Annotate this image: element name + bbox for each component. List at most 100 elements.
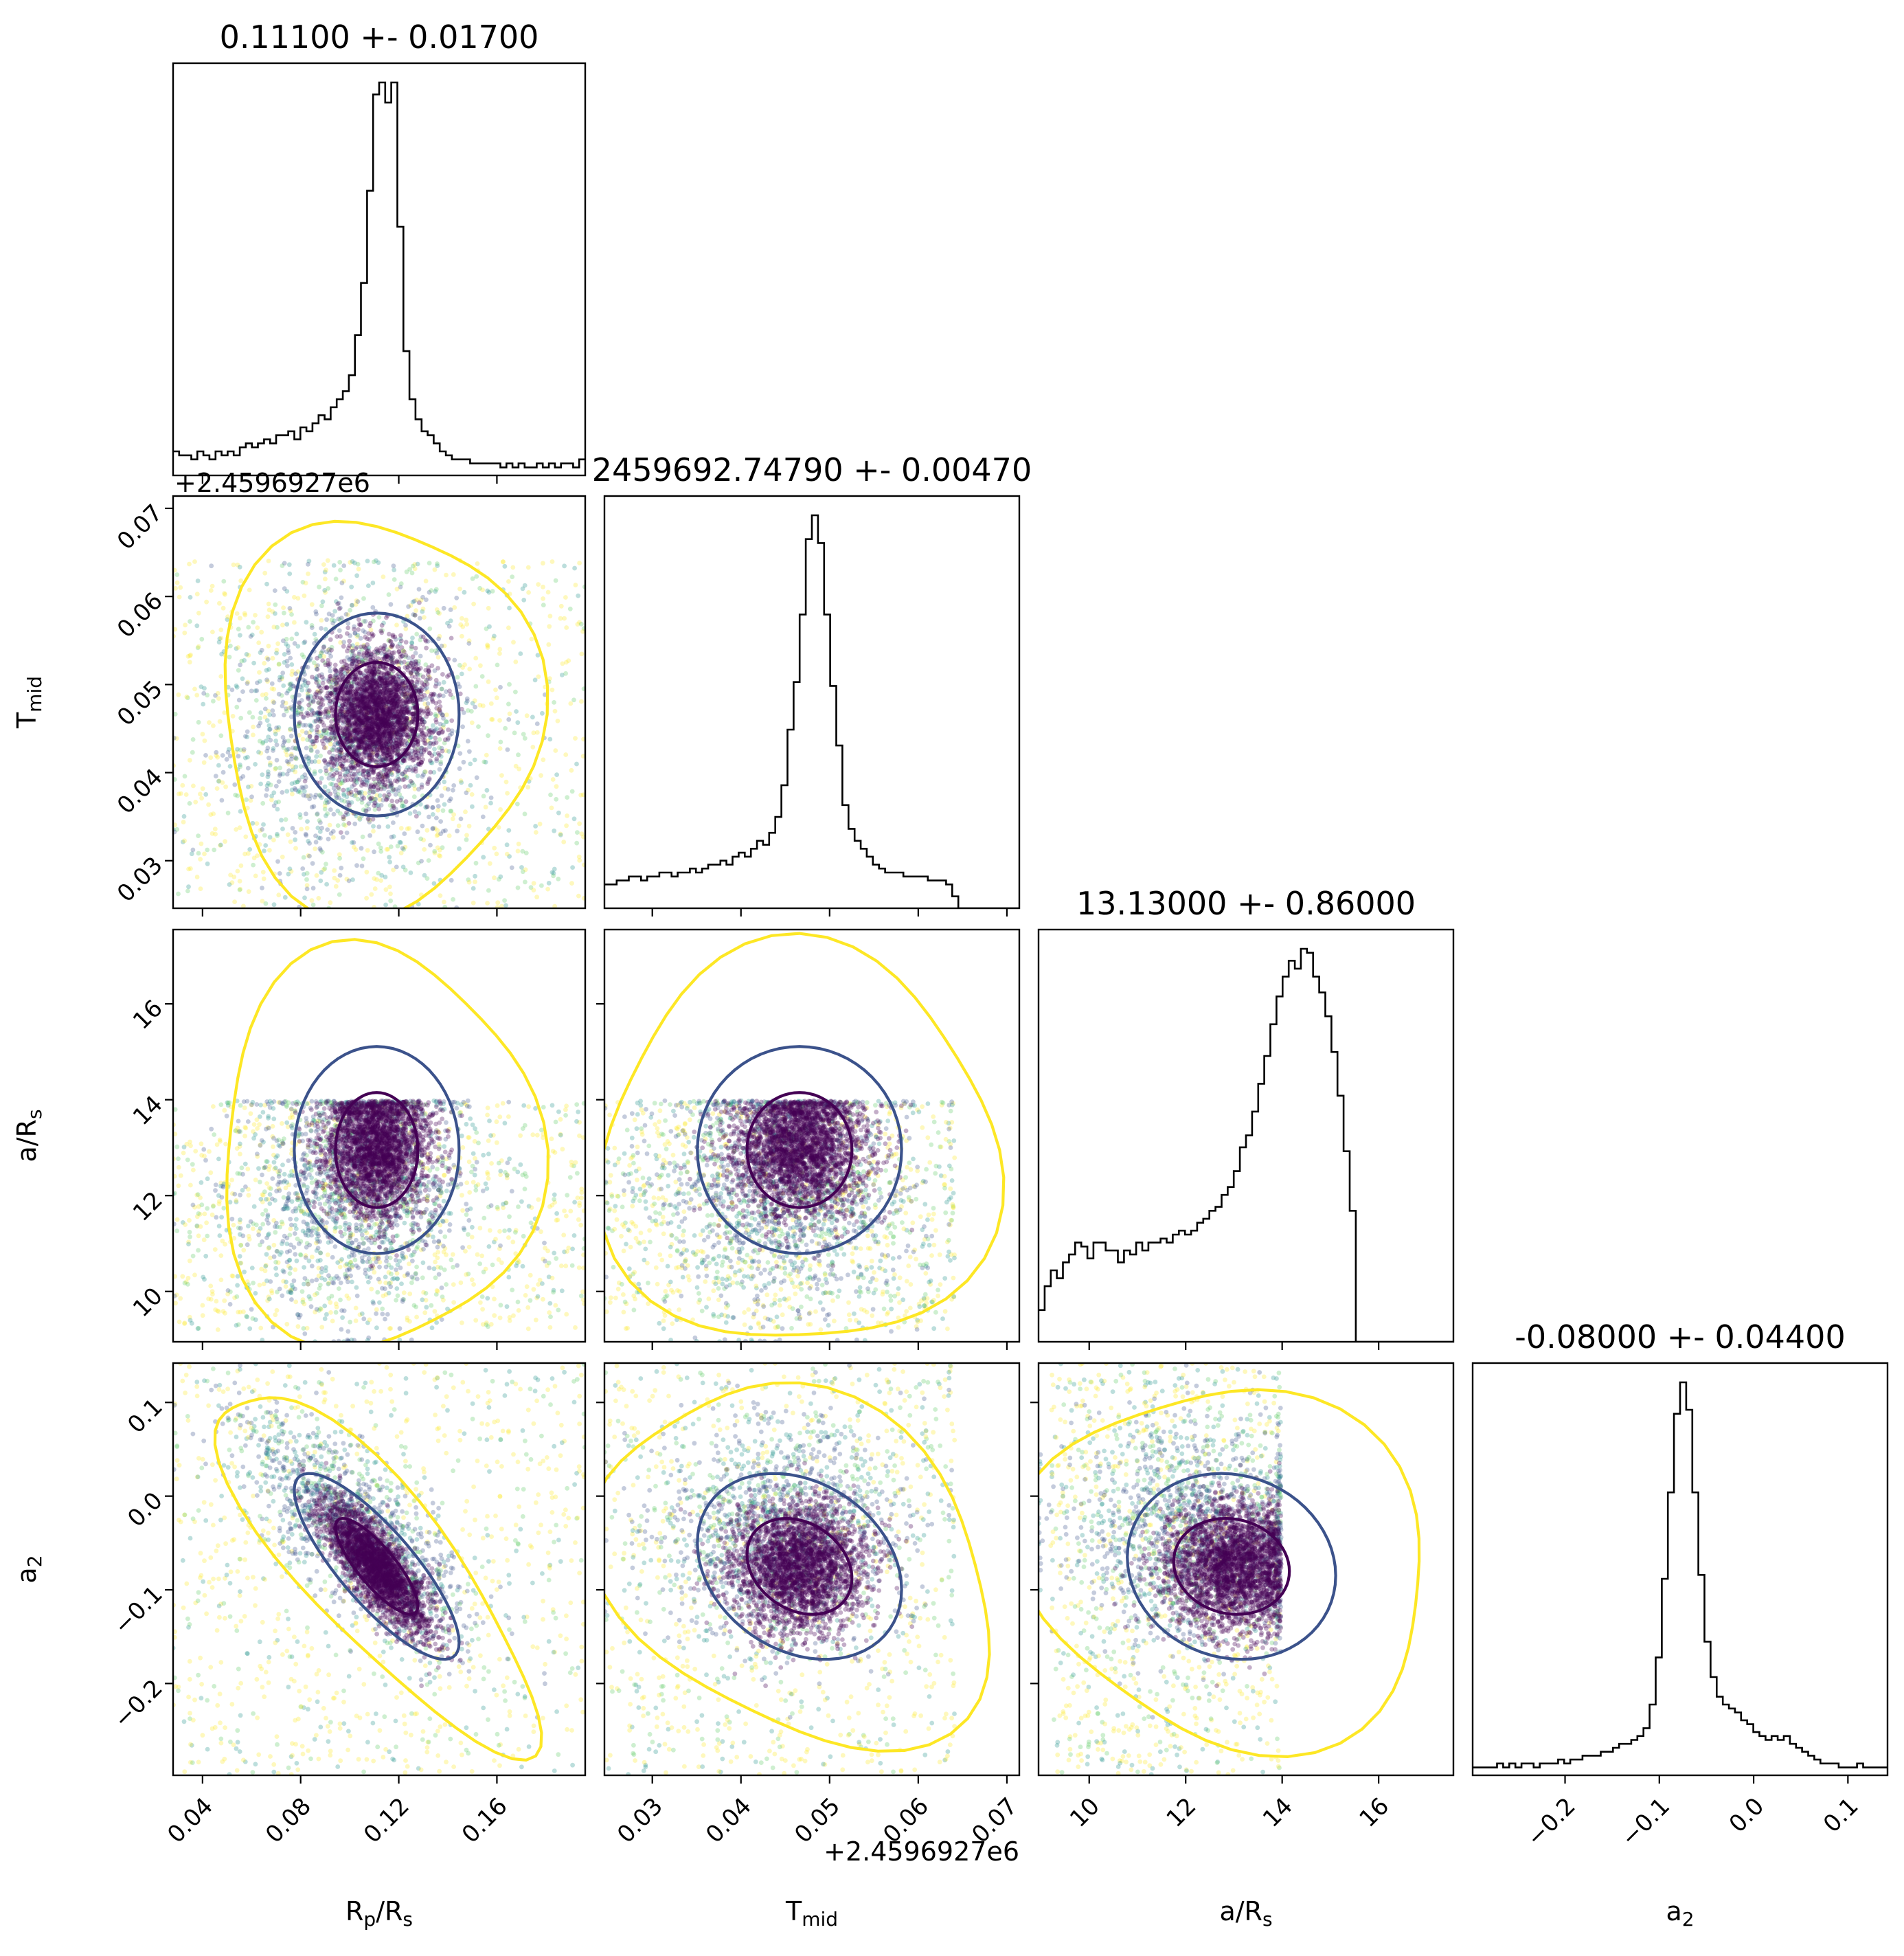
- scatter-point: [324, 737, 329, 743]
- scatter-point: [485, 642, 490, 648]
- scatter-point: [303, 776, 308, 781]
- scatter-point: [370, 674, 375, 679]
- scatter-point: [354, 720, 359, 726]
- scatter-point: [411, 711, 416, 717]
- scatter-point: [343, 774, 348, 778]
- scatter-point: [387, 742, 393, 747]
- scatter-point: [412, 712, 418, 717]
- scatter-point: [302, 640, 306, 646]
- scatter-point: [436, 693, 441, 699]
- scatter-point: [347, 800, 352, 806]
- scatter-point: [326, 696, 332, 701]
- scatter-point: [571, 816, 577, 822]
- scatter-point: [547, 614, 553, 619]
- scatter-point: [448, 607, 453, 612]
- scatter-point: [384, 697, 389, 702]
- scatter-point: [365, 647, 370, 652]
- scatter-point: [341, 698, 347, 704]
- scatter-point: [394, 699, 400, 704]
- scatter-point: [328, 699, 333, 704]
- scatter-point: [385, 697, 390, 702]
- scatter-point: [391, 787, 396, 792]
- scatter-point: [299, 774, 305, 780]
- scatter-point: [304, 794, 309, 798]
- scatter-point: [345, 688, 351, 693]
- scatter-point: [435, 655, 441, 660]
- scatter-point: [251, 724, 256, 730]
- scatter-point: [307, 734, 313, 739]
- scatter-point: [352, 736, 358, 741]
- scatter-point: [438, 761, 444, 767]
- scatter-point: [426, 858, 431, 863]
- scatter-point: [381, 647, 385, 651]
- scatter-point: [493, 687, 498, 693]
- scatter-point: [307, 730, 313, 735]
- scatter-point: [368, 684, 374, 689]
- scatter-point: [419, 760, 424, 765]
- scatter-point: [409, 694, 414, 699]
- scatter-point: [236, 668, 241, 673]
- scatter-point: [495, 900, 501, 906]
- scatter-point: [364, 895, 369, 901]
- scatter-point: [367, 820, 372, 824]
- scatter-point: [326, 586, 331, 591]
- scatter-point: [398, 711, 403, 717]
- scatter-point: [220, 605, 226, 611]
- scatter-point: [412, 809, 418, 814]
- scatter-point: [369, 892, 374, 897]
- scatter-point: [376, 560, 381, 565]
- scatter-point: [435, 807, 441, 813]
- scatter-point: [369, 651, 374, 657]
- scatter-point: [364, 689, 370, 694]
- scatter-point: [384, 756, 389, 762]
- scatter-point: [459, 780, 464, 785]
- scatter-point: [393, 707, 398, 712]
- scatter-point: [321, 644, 326, 650]
- scatter-point: [405, 682, 410, 688]
- scatter-point: [383, 875, 388, 879]
- scatter-point: [328, 736, 333, 741]
- scatter-point: [277, 773, 282, 778]
- scatter-point: [366, 705, 372, 710]
- scatter-point: [314, 666, 319, 672]
- scatter-point: [277, 675, 282, 680]
- scatter-point: [343, 823, 348, 828]
- scatter-point: [315, 688, 321, 694]
- scatter-point: [384, 735, 389, 741]
- scatter-point: [411, 598, 417, 604]
- scatter-point: [344, 830, 350, 835]
- scatter-point: [412, 613, 418, 618]
- scatter-point: [350, 708, 355, 712]
- scatter-point: [332, 666, 337, 672]
- scatter-point: [338, 710, 343, 715]
- scatter-point: [337, 628, 342, 633]
- scatter-point: [194, 693, 200, 698]
- scatter-point: [267, 727, 272, 732]
- scatter-point: [273, 602, 278, 607]
- scatter-point: [363, 746, 369, 752]
- scatter-point: [499, 773, 504, 778]
- scatter-point: [379, 774, 385, 779]
- scatter-point: [264, 739, 269, 743]
- scatter-point: [410, 654, 416, 660]
- scatter-point: [378, 701, 383, 706]
- scatter-point: [352, 772, 357, 777]
- scatter-point: [506, 1235, 511, 1240]
- scatter-point: [412, 787, 418, 791]
- scatter-point: [473, 655, 479, 661]
- scatter-point: [384, 709, 389, 714]
- scatter-point: [251, 732, 256, 738]
- scatter-point: [378, 848, 384, 854]
- scatter-point: [402, 689, 407, 694]
- scatter-point: [561, 840, 567, 844]
- scatter-point: [359, 694, 364, 699]
- scatter-point: [522, 811, 528, 817]
- scatter-point: [446, 727, 451, 732]
- scatter-point: [436, 636, 441, 642]
- scatter-point: [377, 746, 382, 752]
- scatter-point: [350, 774, 355, 779]
- scatter-point: [318, 654, 323, 659]
- scatter-point: [342, 728, 347, 734]
- scatter-point: [331, 727, 337, 732]
- scatter-point: [329, 760, 334, 765]
